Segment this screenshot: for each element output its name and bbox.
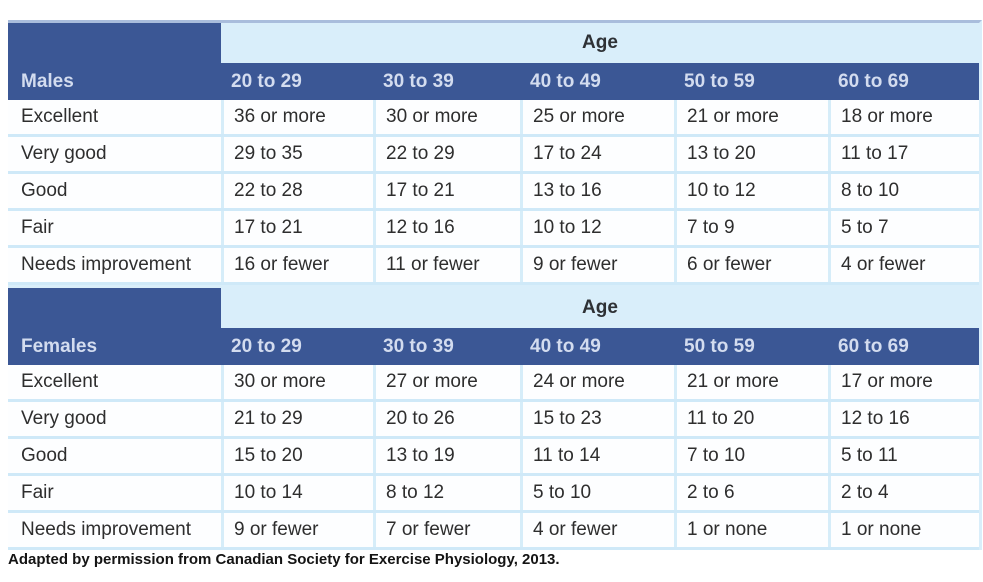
age-column-header: 20 to 29 — [231, 335, 302, 357]
females-section: Age Females 20 to 29 30 to 39 40 to 49 50 t… — [8, 285, 979, 550]
group-label-females: Females — [21, 335, 98, 357]
rating-category-cell: Excellent — [21, 106, 99, 127]
value-cell: 13 to 20 — [674, 137, 828, 171]
rating-category-cell: Fair — [21, 482, 54, 503]
table-row: Excellent 30 or more 27 or more 24 or more 2… — [8, 365, 979, 402]
value-cell: 10 to 12 — [520, 211, 674, 245]
rating-category-cell: Very good — [21, 143, 107, 164]
table-row: Good 15 to 20 13 to 19 11 to 14 7 to 10 5 to … — [8, 439, 979, 476]
table-row: Good 22 to 28 17 to 21 13 to 16 10 to 12 8 to… — [8, 174, 979, 211]
rating-category-cell: Very good — [21, 408, 107, 429]
age-band-row: Age — [8, 288, 979, 328]
value-cell: 21 or more — [674, 365, 828, 399]
value-cell: 17 to 21 — [373, 174, 520, 208]
value-cell: 30 or more — [373, 100, 520, 134]
value-cell: 36 or more — [221, 100, 373, 134]
table-row: Very good 29 to 35 22 to 29 17 to 24 13 to 2… — [8, 137, 979, 174]
value-cell: 25 or more — [520, 100, 674, 134]
age-band-row: Age — [8, 23, 979, 63]
rating-category-cell: Excellent — [21, 371, 99, 392]
rating-category-cell: Good — [21, 445, 68, 466]
value-cell: 15 to 23 — [520, 402, 674, 436]
rating-category-cell: Good — [21, 180, 68, 201]
age-column-header: 30 to 39 — [383, 335, 454, 357]
value-cell: 22 to 29 — [373, 137, 520, 171]
value-cell: 20 to 26 — [373, 402, 520, 436]
age-column-header: 60 to 69 — [838, 70, 909, 92]
value-cell: 27 or more — [373, 365, 520, 399]
value-cell: 10 to 14 — [221, 476, 373, 510]
age-column-header: 30 to 39 — [383, 70, 454, 92]
value-cell: 7 to 9 — [674, 211, 828, 245]
age-band-label: Age — [582, 297, 618, 318]
value-cell: 21 to 29 — [221, 402, 373, 436]
value-cell: 1 or none — [828, 513, 979, 547]
group-header-row: Females 20 to 29 30 to 39 40 to 49 50 to 59… — [8, 328, 979, 365]
value-cell: 17 to 24 — [520, 137, 674, 171]
value-cell: 15 to 20 — [221, 439, 373, 473]
value-cell: 13 to 16 — [520, 174, 674, 208]
males-section: Age Males 20 to 29 30 to 39 40 to 49 50 to … — [8, 23, 979, 285]
group-header-row: Males 20 to 29 30 to 39 40 to 49 50 to 59 60… — [8, 63, 979, 100]
value-cell: 7 to 10 — [674, 439, 828, 473]
age-column-header: 20 to 29 — [231, 70, 302, 92]
value-cell: 10 to 12 — [674, 174, 828, 208]
fitness-norms-table: Age Males 20 to 29 30 to 39 40 to 49 50 to … — [8, 20, 982, 550]
age-column-header: 50 to 59 — [684, 335, 755, 357]
value-cell: 8 to 12 — [373, 476, 520, 510]
value-cell: 4 or fewer — [828, 248, 979, 282]
corner-spacer-cell — [8, 288, 221, 328]
age-column-header: 40 to 49 — [530, 335, 601, 357]
value-cell: 29 to 35 — [221, 137, 373, 171]
table-row: Needs improvement 16 or fewer 11 or fewer 9… — [8, 248, 979, 285]
value-cell: 18 or more — [828, 100, 979, 134]
value-cell: 6 or fewer — [674, 248, 828, 282]
value-cell: 11 to 14 — [520, 439, 674, 473]
age-band-label: Age — [582, 32, 618, 53]
value-cell: 16 or fewer — [221, 248, 373, 282]
males-body-rows: Excellent 36 or more 30 or more 25 or more 2… — [8, 100, 979, 285]
value-cell: 17 to 21 — [221, 211, 373, 245]
source-attribution: Adapted by permission from Canadian Soci… — [8, 551, 560, 568]
rating-category-cell: Needs improvement — [21, 254, 192, 275]
table-row: Very good 21 to 29 20 to 26 15 to 23 11 to 2… — [8, 402, 979, 439]
rating-category-cell: Needs improvement — [21, 519, 192, 540]
table-row: Excellent 36 or more 30 or more 25 or more 2… — [8, 100, 979, 137]
females-body-rows: Excellent 30 or more 27 or more 24 or more 2… — [8, 365, 979, 550]
value-cell: 17 or more — [828, 365, 979, 399]
value-cell: 9 or fewer — [221, 513, 373, 547]
table-row: Needs improvement 9 or fewer 7 or fewer 4 o… — [8, 513, 979, 550]
value-cell: 12 to 16 — [828, 402, 979, 436]
value-cell: 22 to 28 — [221, 174, 373, 208]
age-band: Age — [221, 23, 979, 63]
age-column-header: 60 to 69 — [838, 335, 909, 357]
age-band: Age — [221, 288, 979, 328]
value-cell: 4 or fewer — [520, 513, 674, 547]
value-cell: 11 to 20 — [674, 402, 828, 436]
value-cell: 8 to 10 — [828, 174, 979, 208]
value-cell: 30 or more — [221, 365, 373, 399]
corner-spacer-cell — [8, 23, 221, 63]
value-cell: 5 to 11 — [828, 439, 979, 473]
value-cell: 2 to 6 — [674, 476, 828, 510]
value-cell: 13 to 19 — [373, 439, 520, 473]
value-cell: 9 or fewer — [520, 248, 674, 282]
value-cell: 1 or none — [674, 513, 828, 547]
age-column-header: 40 to 49 — [530, 70, 601, 92]
value-cell: 21 or more — [674, 100, 828, 134]
value-cell: 24 or more — [520, 365, 674, 399]
value-cell: 5 to 7 — [828, 211, 979, 245]
age-column-header: 50 to 59 — [684, 70, 755, 92]
value-cell: 7 or fewer — [373, 513, 520, 547]
value-cell: 2 to 4 — [828, 476, 979, 510]
value-cell: 12 to 16 — [373, 211, 520, 245]
value-cell: 5 to 10 — [520, 476, 674, 510]
rating-category-cell: Fair — [21, 217, 54, 238]
value-cell: 11 or fewer — [373, 248, 520, 282]
value-cell: 11 to 17 — [828, 137, 979, 171]
group-label-males: Males — [21, 70, 74, 92]
